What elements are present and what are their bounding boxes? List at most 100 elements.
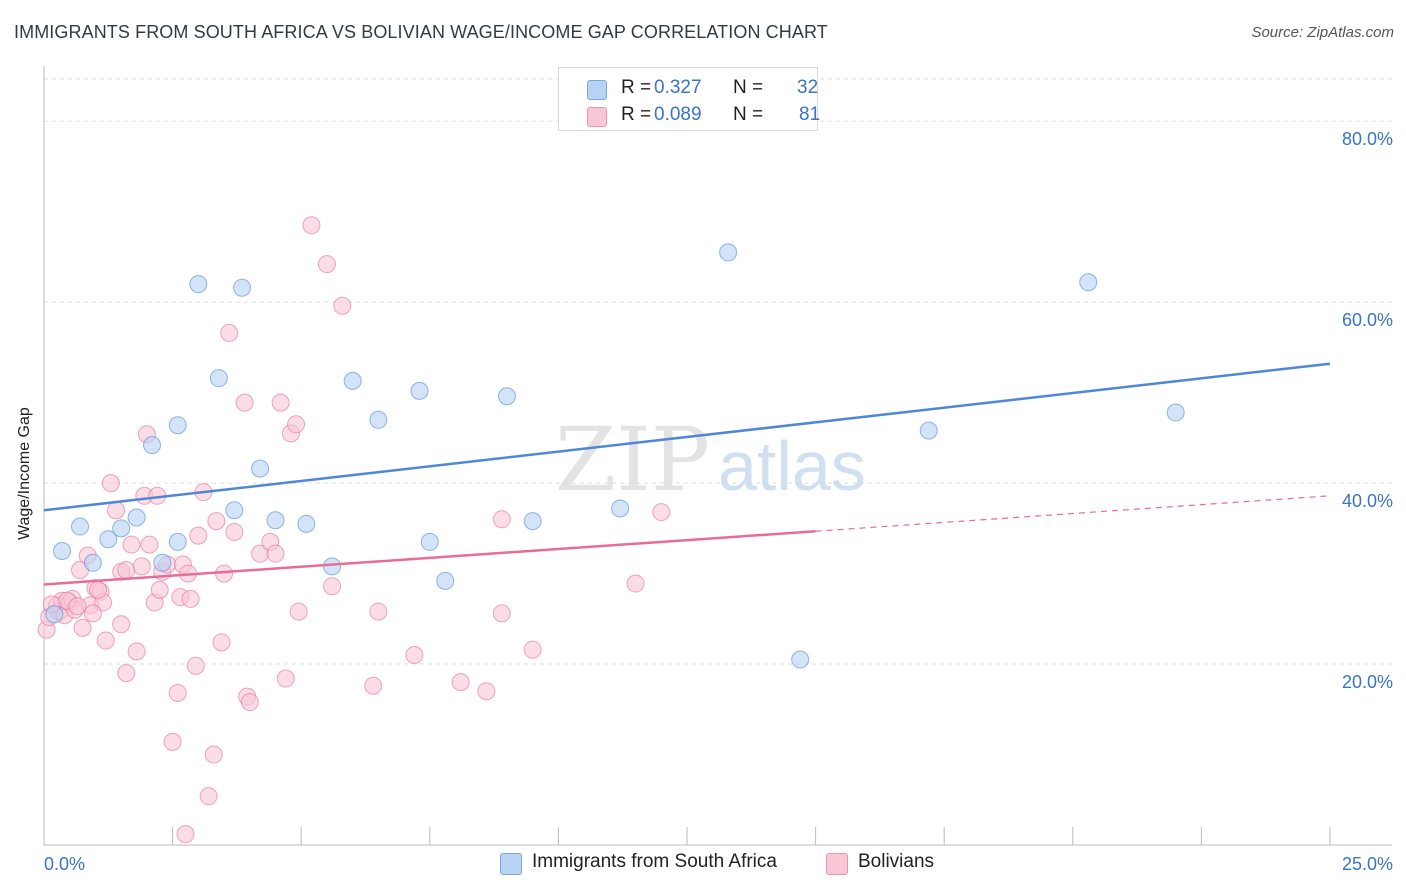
source-credit: Source: ZipAtlas.com [1251, 24, 1394, 41]
point-bolivians [117, 560, 136, 579]
point-south-africa [233, 278, 252, 297]
point-south-africa [791, 650, 810, 669]
point-bolivians [492, 604, 511, 623]
point-south-africa [71, 517, 90, 536]
legend-swatch-south-africa [587, 80, 607, 100]
point-bolivians [150, 580, 169, 599]
point-south-africa [53, 541, 72, 560]
point-bolivians [451, 673, 470, 692]
point-bolivians [199, 787, 218, 806]
point-bolivians [73, 618, 92, 637]
point-south-africa [297, 514, 316, 533]
point-bolivians [289, 602, 308, 621]
point-bolivians [235, 393, 254, 412]
bottom-legend-swatch-bolivians [826, 853, 848, 875]
point-bolivians [492, 510, 511, 529]
chart-title: IMMIGRANTS FROM SOUTH AFRICA VS BOLIVIAN… [14, 22, 828, 42]
y-axis-label: Wage/Income Gap [16, 407, 33, 540]
point-south-africa [251, 459, 270, 478]
point-south-africa [919, 421, 938, 440]
point-south-africa [99, 530, 118, 549]
point-bolivians [189, 526, 208, 545]
legend-n-label: N = [733, 77, 764, 98]
watermark-atlas: atlas [718, 427, 866, 505]
point-bolivians [333, 296, 352, 315]
point-south-africa [127, 508, 146, 527]
grid-lines [44, 78, 1392, 665]
point-south-africa [1079, 273, 1098, 292]
point-bolivians [626, 574, 645, 593]
legend-r-value: 0.089 [654, 104, 702, 125]
point-bolivians [323, 577, 342, 596]
point-bolivians [266, 544, 285, 563]
tick-labels: 20.0% 40.0% 60.0% 80.0% 0.0% 25.0% [44, 129, 1393, 874]
point-south-africa [112, 519, 131, 538]
axes [43, 66, 1392, 846]
point-bolivians [225, 522, 244, 541]
point-south-africa [168, 416, 187, 435]
x-tick-label: 25.0% [1342, 854, 1393, 874]
point-south-africa [497, 387, 516, 406]
y-tick-label: 60.0% [1342, 310, 1393, 330]
point-bolivians [117, 664, 136, 683]
legend: R = 0.327 N = 32 R = 0.089 N = 81 [558, 67, 821, 131]
point-bolivians [302, 216, 321, 235]
point-bolivians [271, 393, 290, 412]
point-bolivians [287, 415, 306, 434]
point-south-africa [153, 553, 172, 572]
bottom-legend-label: Bolivians [858, 851, 935, 872]
point-south-africa [323, 557, 342, 576]
point-south-africa [611, 499, 630, 518]
point-south-africa [369, 410, 388, 429]
point-bolivians [220, 323, 239, 342]
point-bolivians [369, 602, 388, 621]
point-south-africa [719, 243, 738, 262]
point-south-africa [343, 371, 362, 390]
legend-swatch-bolivians [587, 107, 607, 127]
point-bolivians [317, 255, 336, 274]
point-bolivians [364, 676, 383, 695]
trendline-bolivians-extension [815, 495, 1331, 532]
point-south-africa [266, 511, 285, 530]
y-tick-label: 20.0% [1342, 672, 1393, 692]
point-bolivians [68, 597, 87, 616]
point-south-africa [209, 369, 228, 388]
point-south-africa [1166, 403, 1185, 422]
point-bolivians [204, 745, 223, 764]
point-south-africa [168, 532, 187, 551]
watermark: ZIP atlas [555, 408, 866, 511]
point-bolivians [107, 501, 126, 520]
y-tick-label: 80.0% [1342, 129, 1393, 149]
legend-r-value: 0.327 [654, 77, 702, 98]
point-bolivians [405, 646, 424, 665]
point-bolivians [140, 535, 159, 554]
point-bolivians [163, 732, 182, 751]
point-south-africa [225, 501, 244, 520]
point-bolivians [176, 825, 195, 844]
point-bolivians [132, 557, 151, 576]
point-bolivians [477, 682, 496, 701]
point-south-africa [410, 381, 429, 400]
point-south-africa [523, 512, 542, 531]
point-south-africa [143, 436, 162, 455]
legend-n-value: 81 [799, 104, 821, 125]
point-bolivians [122, 535, 141, 554]
point-bolivians [96, 631, 115, 650]
legend-n-label: N = [733, 104, 764, 125]
point-bolivians [83, 604, 102, 623]
point-south-africa [436, 571, 455, 590]
trendline-south-africa [43, 362, 1331, 512]
legend-r-label: R = [621, 77, 652, 98]
bottom-legend-label: Immigrants from South Africa [532, 851, 777, 872]
point-bolivians [276, 669, 295, 688]
point-bolivians [127, 642, 146, 661]
data-points [37, 216, 1185, 844]
point-bolivians [240, 693, 259, 712]
point-south-africa [420, 532, 439, 551]
bottom-legend-swatch-south-africa [500, 853, 522, 875]
watermark-zip: ZIP [555, 408, 710, 511]
point-bolivians [101, 474, 120, 493]
trendline-bolivians [43, 530, 816, 586]
point-bolivians [168, 684, 187, 703]
